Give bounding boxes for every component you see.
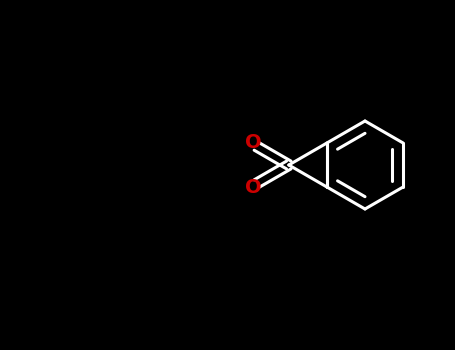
Text: O: O bbox=[245, 178, 262, 197]
Text: O: O bbox=[245, 133, 262, 152]
